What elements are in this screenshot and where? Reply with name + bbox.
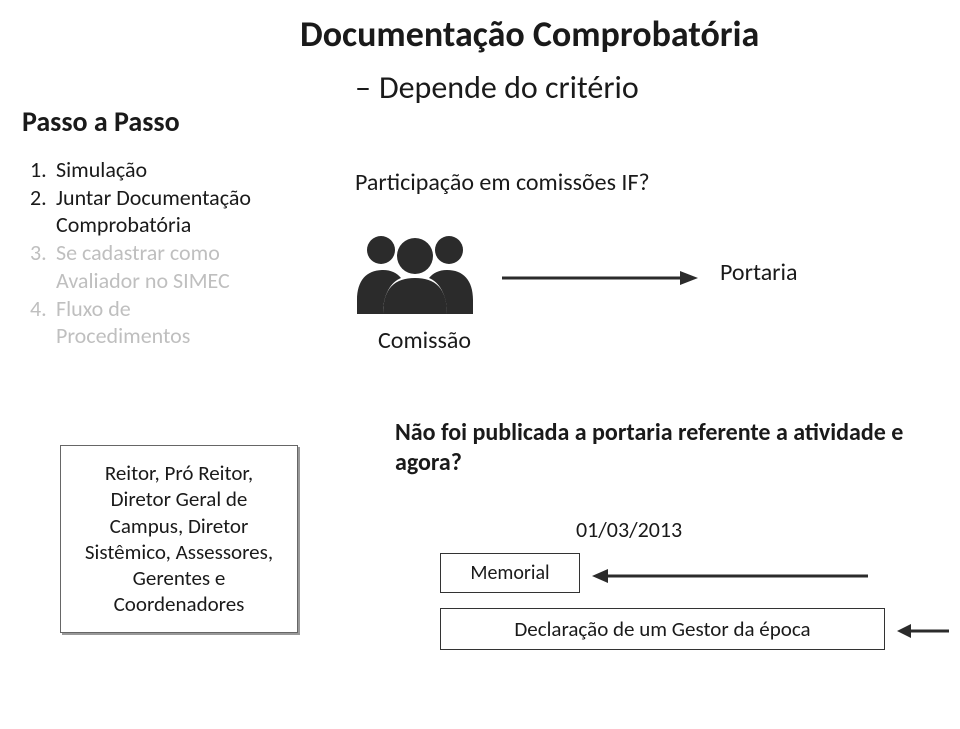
memorial-box: Memorial xyxy=(440,553,580,593)
step-item: 2.Juntar Documentação Comprobatória xyxy=(30,184,260,239)
step-item: 1.Simulação xyxy=(30,156,260,184)
question-text: Participação em comissões IF? xyxy=(355,168,650,197)
step-item: 4.Fluxo de Procedimentos xyxy=(30,295,260,350)
arrow-left-icon xyxy=(590,568,870,589)
arrow-right-icon xyxy=(500,268,700,293)
declaration-box: Declaração de um Gestor da época xyxy=(440,608,885,650)
date-label: 01/03/2013 xyxy=(576,516,682,543)
page-subtitle: Depende do critério xyxy=(355,68,639,107)
page-title: Documentação Comprobatória xyxy=(300,12,759,56)
org-box: Reitor, Pró Reitor, Diretor Geral de Cam… xyxy=(60,445,298,633)
steps-list: 1.Simulação2.Juntar Documentação Comprob… xyxy=(30,156,260,350)
step-label: Simulação xyxy=(56,156,260,184)
step-label: Se cadastrar como Avaliador no SIMEC xyxy=(56,239,260,294)
step-number: 2. xyxy=(30,184,56,239)
group-label: Comissão xyxy=(378,326,471,355)
portaria-label: Portaria xyxy=(720,258,798,287)
step-number: 3. xyxy=(30,239,56,294)
declaration-label: Declaração de um Gestor da época xyxy=(514,616,810,642)
step-number: 1. xyxy=(30,156,56,184)
condition-text: Não foi publicada a portaria referente a… xyxy=(395,418,905,478)
step-item: 3.Se cadastrar como Avaliador no SIMEC xyxy=(30,239,260,294)
group-icon xyxy=(355,222,475,319)
step-label: Fluxo de Procedimentos xyxy=(56,295,260,350)
step-number: 4. xyxy=(30,295,56,350)
memorial-label: Memorial xyxy=(470,561,549,585)
arrow-left-short-icon xyxy=(895,623,951,644)
left-heading: Passo a Passo xyxy=(22,104,180,139)
step-label: Juntar Documentação Comprobatória xyxy=(56,184,260,239)
